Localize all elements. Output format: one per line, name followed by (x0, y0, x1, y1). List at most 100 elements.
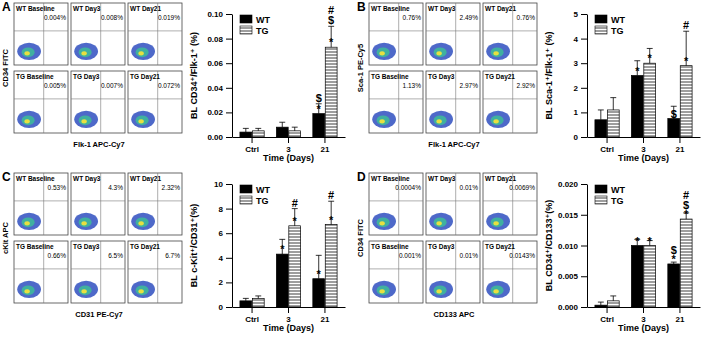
legend-label: TG (611, 196, 624, 206)
gate-line (128, 98, 182, 99)
gate-line (512, 241, 513, 303)
density-cloud (429, 111, 453, 128)
significance-mark: * (317, 268, 322, 280)
error-bar (600, 302, 601, 305)
tick: 0.000 (558, 303, 587, 312)
gate-line (483, 268, 537, 269)
flow-percent: 0.019% (158, 14, 180, 21)
flow-frame (14, 71, 68, 133)
tick: 2 (574, 84, 587, 93)
tick-mark (581, 276, 587, 277)
flow-plot: WT Day3 0.01% (426, 173, 480, 235)
flow-plot-title: WT Day21 (485, 5, 516, 13)
significance-mark: # (328, 189, 334, 201)
tick-mark (581, 137, 587, 138)
flow-plot: TG Baseline 0.005% (14, 71, 68, 133)
flow-y-label: Sca-1 PE-Cy5 (356, 44, 365, 92)
plot-area (240, 26, 337, 137)
bar (289, 226, 301, 307)
flow-plot: TG Day210.072% (128, 71, 182, 133)
tick: 21 (320, 307, 329, 324)
error-bar (282, 122, 283, 127)
flow-y-label: cKit APC (1, 222, 10, 254)
flow-plot: WT Day34.3% (71, 173, 125, 235)
y-axis-title: BL CD34⁺/Flk-1⁺ (%) (189, 32, 199, 119)
flow-frame (426, 71, 480, 133)
bar (276, 254, 288, 307)
bar (644, 246, 656, 308)
tick-mark (581, 39, 587, 40)
panel-label: C (2, 170, 11, 184)
tick-label: 0.08 (207, 35, 223, 44)
flow-percent: 1.13% (403, 82, 422, 89)
error-cap (598, 302, 604, 303)
gate-line (14, 268, 68, 269)
legend-swatch (240, 185, 252, 193)
tick-mark (607, 307, 608, 313)
flow-x-label: CD31 PE-Cy7 (75, 310, 123, 319)
tick-label: Ctrl (600, 315, 614, 324)
tick-mark (643, 137, 644, 143)
flow-percent: 0.072% (158, 82, 180, 89)
tick-label: Ctrl (245, 145, 259, 154)
density-cloud (22, 47, 35, 57)
tick: 1 (574, 108, 587, 117)
tick-label: 2 (574, 84, 579, 93)
gate-line (100, 71, 101, 133)
tick-mark (226, 14, 232, 15)
tick: 0.020 (558, 180, 587, 189)
tick-label: 4 (574, 35, 579, 44)
bar (607, 301, 619, 307)
flow-plot-title: TG Baseline (16, 73, 54, 80)
tick-mark (581, 63, 587, 64)
tick-label: 0.005 (558, 272, 579, 281)
flow-frame (71, 71, 125, 133)
flow-plot-title: WT Day21 (485, 175, 516, 183)
tick: Ctrl (245, 137, 259, 154)
density-cloud (136, 115, 149, 125)
gate-line (157, 241, 158, 303)
tick-mark (226, 282, 232, 283)
flow-percent: 0.76% (403, 14, 422, 21)
significance-mark: * (329, 214, 334, 226)
error-cap (610, 295, 616, 296)
error-cap (279, 122, 285, 123)
gate-line (483, 200, 537, 201)
density-cloud (377, 47, 390, 57)
tick-mark (581, 246, 587, 247)
legend: WTTG (240, 15, 270, 36)
flow-plot-title: WT Day3 (428, 175, 456, 183)
gate-line (100, 241, 101, 303)
tick: 8 (219, 205, 232, 214)
panel: BWT Baseline0.76%WT Day32.49%WT Day210.7… (356, 0, 701, 163)
density-cloud (24, 119, 29, 123)
flow-percent: 4.3% (108, 184, 123, 191)
gate-line (455, 241, 456, 303)
axis-line (587, 15, 588, 138)
tick: Ctrl (600, 137, 614, 154)
flow-frame (426, 3, 480, 65)
density-cloud (81, 289, 86, 293)
flow-frame (369, 241, 423, 303)
density-cloud (79, 285, 92, 295)
tick-mark (252, 307, 253, 313)
bar (644, 63, 656, 137)
flow-plot-title: TG Day3 (73, 73, 100, 81)
tick-label: 0.000 (558, 303, 579, 312)
panel-label: B (357, 0, 366, 14)
legend: WTTG (240, 185, 270, 206)
bar (680, 66, 692, 137)
error-bar (613, 296, 614, 301)
tick: 3 (641, 307, 646, 324)
significance-mark: * (635, 235, 640, 247)
flow-percent: 0.01% (460, 184, 479, 191)
tick-label: Ctrl (600, 145, 614, 154)
density-cloud (429, 43, 453, 60)
flow-percent: 0.007% (101, 82, 123, 89)
tick: 0.00 (207, 133, 232, 142)
flow-y-label: CD34 FITC (356, 218, 365, 257)
flow-plot-title: WT Baseline (16, 175, 55, 182)
density-cloud (379, 119, 384, 123)
gate-line (455, 3, 456, 65)
flow-percent: 0.005% (44, 82, 66, 89)
